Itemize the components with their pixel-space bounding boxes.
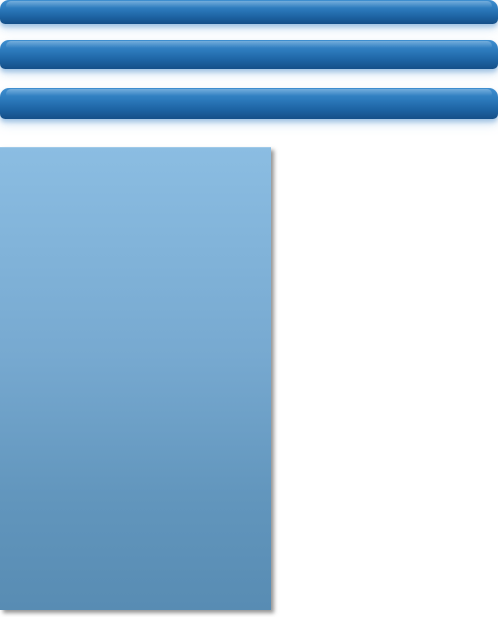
content-panel	[0, 147, 271, 610]
accordion-header-1[interactable]	[0, 0, 498, 24]
accordion-header-3[interactable]	[0, 88, 498, 119]
accordion-header-2[interactable]	[0, 40, 498, 69]
